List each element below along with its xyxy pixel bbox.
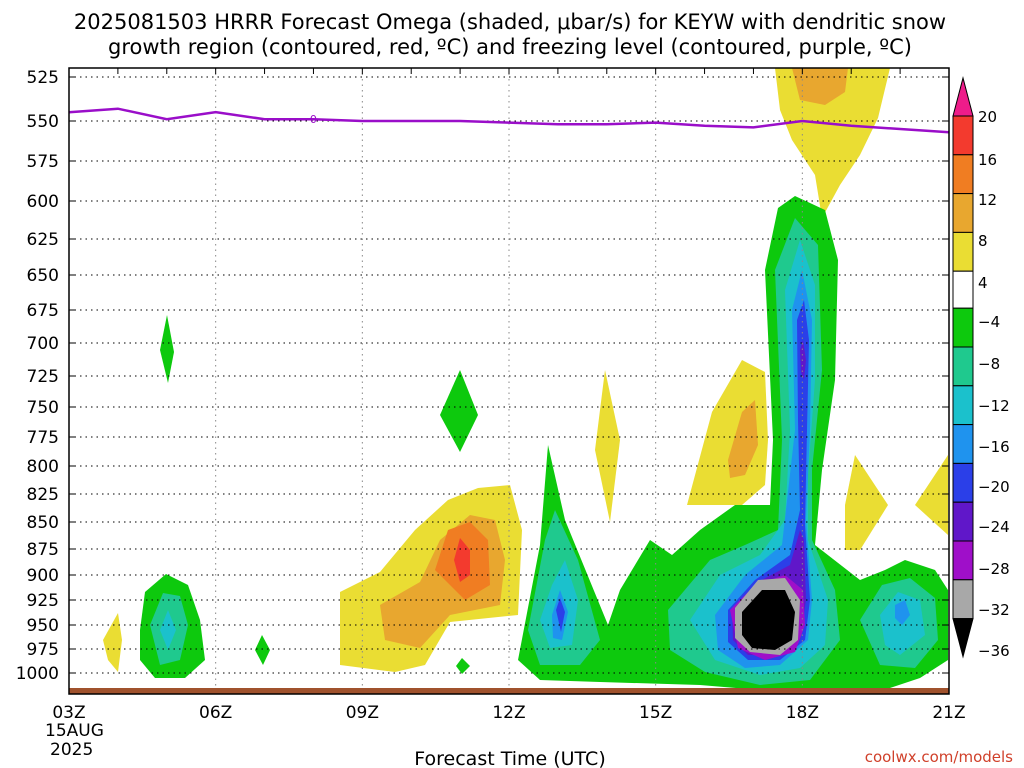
credit-text: coolwx.com/models bbox=[865, 748, 1013, 766]
colorbar-swatch bbox=[952, 231, 974, 272]
y-tick-label: 950 bbox=[27, 616, 59, 636]
colorbar-label: −20 bbox=[978, 478, 1010, 496]
omega-blob-negative-center-36 bbox=[742, 590, 795, 650]
x-date-label-year: 2025 bbox=[50, 740, 93, 760]
y-tick-label: 525 bbox=[27, 68, 59, 88]
colorbar-swatch bbox=[952, 154, 974, 195]
colorbar-swatch bbox=[952, 193, 974, 233]
y-tick-label: 900 bbox=[27, 566, 59, 586]
omega-blob-positive-right-edge bbox=[845, 455, 888, 550]
colorbar-label: −32 bbox=[978, 601, 1010, 619]
omega-blob-negative-small-1 bbox=[160, 315, 174, 383]
x-tick-label: 12Z bbox=[492, 703, 525, 723]
omega-blob-negative-center-24 bbox=[732, 340, 806, 655]
colorbar-swatch bbox=[952, 115, 974, 156]
y-tick-label: 650 bbox=[27, 266, 59, 286]
y-tick-label: 825 bbox=[27, 485, 59, 505]
colorbar-swatch bbox=[952, 501, 974, 542]
y-tick-label: 725 bbox=[27, 367, 59, 387]
colorbar-label: 12 bbox=[978, 191, 997, 209]
grid-lines bbox=[68, 68, 950, 694]
x-axis-title: Forecast Time (UTC) bbox=[414, 748, 605, 768]
colorbar-label: −8 bbox=[978, 355, 1000, 373]
colorbar-label: 20 bbox=[978, 108, 997, 126]
colorbar-swatch bbox=[952, 270, 974, 309]
x-tick-label: 06Z bbox=[199, 703, 232, 723]
colorbar-label: −16 bbox=[978, 438, 1010, 456]
colorbar-swatch bbox=[952, 424, 974, 464]
colorbar-label: 4 bbox=[978, 274, 988, 292]
colorbar-label: −36 bbox=[978, 642, 1010, 660]
freezing-level-line bbox=[68, 107, 950, 134]
colorbar-arrow-top bbox=[952, 76, 974, 117]
omega-blob-negative-small-3 bbox=[255, 635, 270, 665]
y-tick-label: 1000 bbox=[16, 664, 59, 684]
colorbar-arrow-bottom bbox=[952, 618, 974, 659]
omega-blob-negative-center bbox=[518, 196, 948, 690]
y-tick-label: 975 bbox=[27, 640, 59, 660]
y-tick-label: 750 bbox=[27, 398, 59, 418]
freezing-level-label: 0 bbox=[310, 113, 317, 126]
omega-blob-positive-left bbox=[103, 613, 122, 672]
x-axis: 03Z 06Z 09Z 12Z 15Z 18Z 21Z bbox=[52, 703, 965, 723]
omega-blob-positive-far-right bbox=[915, 455, 948, 535]
x-tick-label: 21Z bbox=[932, 703, 965, 723]
colorbar-swatch bbox=[952, 462, 974, 503]
y-tick-label: 925 bbox=[27, 591, 59, 611]
chart-title-line-1: 2025081503 HRRR Forecast Omega (shaded, … bbox=[74, 10, 946, 34]
y-tick-label: 675 bbox=[27, 301, 59, 321]
x-date-label-day: 15AUG bbox=[45, 721, 104, 741]
omega-blob-positive-top bbox=[775, 68, 890, 218]
colorbar-swatch bbox=[952, 579, 974, 620]
y-tick-label: 700 bbox=[27, 334, 59, 354]
y-axis: 525 550 575 600 625 650 675 700 725 750 775 800 825 8… bbox=[16, 68, 949, 684]
omega-blob-negative-small-4 bbox=[456, 658, 470, 674]
surface-ground bbox=[69, 688, 949, 694]
y-tick-label: 550 bbox=[27, 112, 59, 132]
omega-blob-negative-left-12 bbox=[160, 610, 176, 650]
colorbar-label: −28 bbox=[978, 560, 1010, 578]
omega-blob-positive-lower-right-8 bbox=[728, 400, 758, 478]
y-tick-label: 800 bbox=[27, 457, 59, 477]
x-tick-label: 18Z bbox=[786, 703, 819, 723]
colorbar-label: −4 bbox=[978, 313, 1000, 331]
y-tick-label: 850 bbox=[27, 513, 59, 533]
colorbar-label: 8 bbox=[978, 232, 988, 250]
x-tick-label: 03Z bbox=[52, 703, 85, 723]
omega-shading bbox=[103, 68, 948, 690]
y-tick-label: 575 bbox=[27, 152, 59, 172]
chart-title-line-2: growth region (contoured, red, ºC) and f… bbox=[108, 35, 912, 59]
y-tick-label: 600 bbox=[27, 192, 59, 212]
colorbar-swatch bbox=[952, 346, 974, 387]
colorbar-swatch bbox=[952, 307, 974, 348]
y-tick-label: 625 bbox=[27, 230, 59, 250]
omega-blob-positive-stripe bbox=[595, 370, 620, 522]
omega-blob-negative-center-12 bbox=[540, 240, 925, 675]
colorbar-swatch bbox=[952, 540, 974, 581]
x-tick-label: 09Z bbox=[346, 703, 379, 723]
x-tick-label: 15Z bbox=[639, 703, 672, 723]
colorbar-label: −12 bbox=[978, 397, 1010, 415]
omega-blob-positive-lower-right bbox=[687, 360, 768, 505]
y-tick-label: 775 bbox=[27, 428, 59, 448]
plot-frame bbox=[68, 67, 950, 695]
colorbar-swatch bbox=[952, 385, 974, 426]
y-tick-label: 875 bbox=[27, 540, 59, 560]
colorbar-label: 16 bbox=[978, 151, 997, 169]
omega-blob-negative-small-2 bbox=[440, 370, 478, 452]
colorbar: 20 16 12 8 4 −4 −8 −12 −16 −20 −24 −28 −32 −36 bbox=[952, 76, 1010, 660]
colorbar-label: −24 bbox=[978, 518, 1010, 536]
